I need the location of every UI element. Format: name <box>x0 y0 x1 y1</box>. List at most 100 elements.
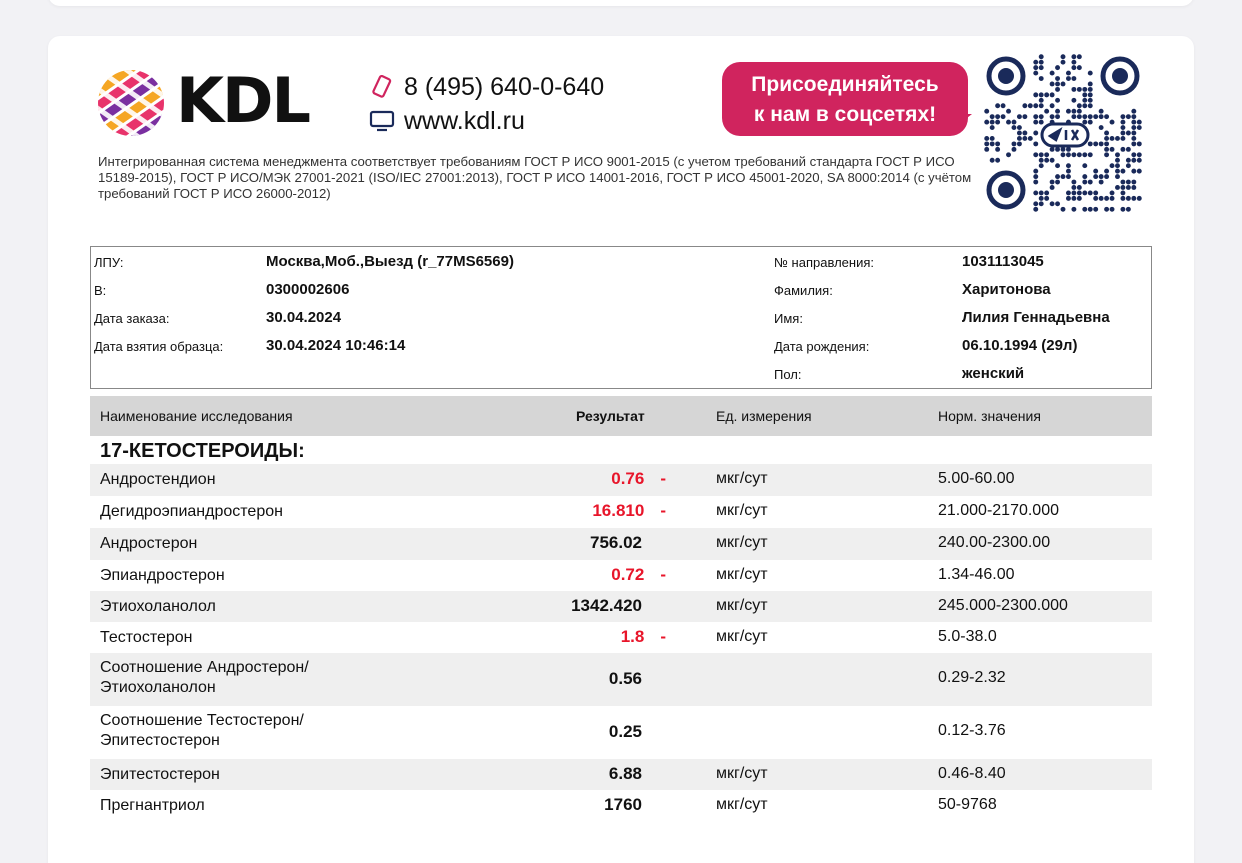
monitor-icon <box>368 107 396 135</box>
phone-icon <box>368 73 396 101</box>
row-name: Андростендион <box>100 471 216 488</box>
table-row: Соотношение Тестостерон/ Эпитестостерон 0… <box>90 706 1152 759</box>
qr-code[interactable] <box>984 54 1142 212</box>
row-name: Эпиандростерон <box>100 567 225 584</box>
row-name: Соотношение Тестостерон/ Эпитестостерон <box>100 712 304 749</box>
name-value: Лилия Геннадьевна <box>962 309 1110 326</box>
row-result: 0.72 <box>611 565 645 584</box>
row-norm: 245.000-2300.000 <box>938 597 1068 614</box>
row-norm: 5.0-38.0 <box>938 628 997 645</box>
row-result-cell: 756.02 <box>590 533 642 553</box>
row-name: Прегнантриол <box>100 797 205 814</box>
row-unit: мкг/сут <box>716 502 768 519</box>
lpu-value: Москва,Моб.,Выезд (r_77MS6569) <box>266 253 514 270</box>
row-name: Эпитестостерон <box>100 766 220 783</box>
header-norm: Норм. значения <box>938 408 1041 424</box>
table-row: Андростендион 0.76- мкг/сут 5.00-60.00 <box>90 464 1152 496</box>
row-norm: 21.000-2170.000 <box>938 502 1059 519</box>
social-line-2: к нам в соцсетях! <box>753 103 937 126</box>
row-norm: 0.46-8.40 <box>938 765 1006 782</box>
iso-certification-text: Интегрированная система менеджмента соот… <box>98 154 972 201</box>
row-unit: мкг/сут <box>716 566 768 583</box>
row-unit: мкг/сут <box>716 534 768 551</box>
row-low-flag: - <box>660 469 666 488</box>
sample-date-value: 30.04.2024 10:46:14 <box>266 337 406 354</box>
row-norm: 0.29-2.32 <box>938 669 1006 686</box>
qr-code-image <box>984 54 1142 212</box>
previous-card <box>48 0 1194 6</box>
bubble-tail <box>944 114 972 136</box>
row-result: 1.8 <box>620 627 645 646</box>
row-unit: мкг/сут <box>716 628 768 645</box>
row-norm: 50-9768 <box>938 796 997 813</box>
row-unit: мкг/сут <box>716 796 768 813</box>
row-result-cell: 0.25 <box>609 722 642 742</box>
table-row: Андростерон 756.02 мкг/сут 240.00-2300.00 <box>90 528 1152 560</box>
row-result: 0.76 <box>611 469 645 488</box>
surname-label: Фамилия: <box>774 283 833 298</box>
dob-label: Дата рождения: <box>774 339 870 354</box>
row-name: Дегидроэпиандростерон <box>100 503 283 520</box>
row-low-flag: - <box>660 565 666 584</box>
sex-value: женский <box>962 365 1025 382</box>
sex-label: Пол: <box>774 367 802 382</box>
kdl-logo-icon <box>98 70 164 136</box>
row-norm: 0.12-3.76 <box>938 722 1006 739</box>
header-name: Наименование исследования <box>100 408 293 424</box>
row-norm: 5.00-60.00 <box>938 470 1015 487</box>
patient-info-box <box>90 246 1152 389</box>
row-low-flag: - <box>660 501 666 520</box>
header-result: Результат <box>576 408 645 424</box>
results-table-header: Наименование исследования Результат Ед. … <box>90 396 1152 436</box>
logo-text: KDL <box>176 64 311 137</box>
table-row: Эпиандростерон 0.72- мкг/сут 1.34-46.00 <box>90 560 1152 591</box>
row-low-flag: - <box>660 627 666 646</box>
website-link[interactable]: www.kdl.ru <box>404 106 525 135</box>
order-date-label: Дата заказа: <box>94 311 170 326</box>
row-result: 1760 <box>604 795 642 814</box>
name-label: Имя: <box>774 311 803 326</box>
row-name: Андростерон <box>100 535 198 552</box>
social-line-1: Присоединяйтесь <box>751 73 939 96</box>
row-result: 756.02 <box>590 533 642 552</box>
b-label: В: <box>94 283 107 298</box>
row-result: 6.88 <box>608 764 642 783</box>
table-row: Прегнантриол 1760 мкг/сут 50-9768 <box>90 790 1152 821</box>
row-result-cell: 0.72- <box>611 565 666 585</box>
row-result: 1342.420 <box>571 596 642 615</box>
b-value: 0300002606 <box>266 281 350 298</box>
row-norm: 240.00-2300.00 <box>938 534 1051 551</box>
row-unit: мкг/сут <box>716 470 768 487</box>
row-result-cell: 1.8- <box>621 627 666 647</box>
phone-row: 8 (495) 640-0-640 <box>368 70 604 104</box>
row-result-cell: 16.810- <box>592 501 666 521</box>
header-unit: Ед. измерения <box>716 408 812 424</box>
website-row: www.kdl.ru <box>368 104 604 138</box>
results-table: Андростендион 0.76- мкг/сут 5.00-60.00 Дегид… <box>90 464 1152 821</box>
row-unit: мкг/сут <box>716 597 768 614</box>
row-result-cell: 6.88 <box>609 764 642 784</box>
table-row: Эпитестостерон 6.88 мкг/сут 0.46-8.40 <box>90 759 1152 790</box>
table-row: Этиохоланолол 1342.420 мкг/сут 245.000-2300… <box>90 591 1152 622</box>
referral-value: 1031113045 <box>962 253 1044 270</box>
table-row: Тестостерон 1.8- мкг/сут 5.0-38.0 <box>90 622 1152 653</box>
row-result-cell: 1342.420 <box>571 596 642 616</box>
row-result: 0.56 <box>608 669 642 688</box>
phone-number[interactable]: 8 (495) 640-0-640 <box>404 72 605 101</box>
section-title: 17-КЕТОСТЕРОИДЫ: <box>100 440 305 462</box>
row-unit: мкг/сут <box>716 765 768 782</box>
contacts: 8 (495) 640-0-640 www.kdl.ru <box>368 70 604 138</box>
kdl-logo: KDL <box>96 64 336 138</box>
row-name: Соотношение Андростерон/ Этиохоланолон <box>100 659 309 696</box>
sample-date-label: Дата взятия образца: <box>94 339 224 354</box>
row-result-cell: 0.56 <box>609 669 642 689</box>
surname-value: Харитонова <box>962 281 1051 298</box>
table-row: Дегидроэпиандростерон 16.810- мкг/сут 21.00… <box>90 496 1152 528</box>
row-name: Тестостерон <box>100 629 193 646</box>
row-name: Этиохоланолол <box>100 598 216 615</box>
dob-value: 06.10.1994 (29л) <box>962 337 1078 354</box>
row-result-cell: 0.76- <box>611 469 666 489</box>
lpu-label: ЛПУ: <box>94 255 124 270</box>
row-result: 16.810 <box>592 501 645 520</box>
row-result: 0.25 <box>608 722 642 741</box>
